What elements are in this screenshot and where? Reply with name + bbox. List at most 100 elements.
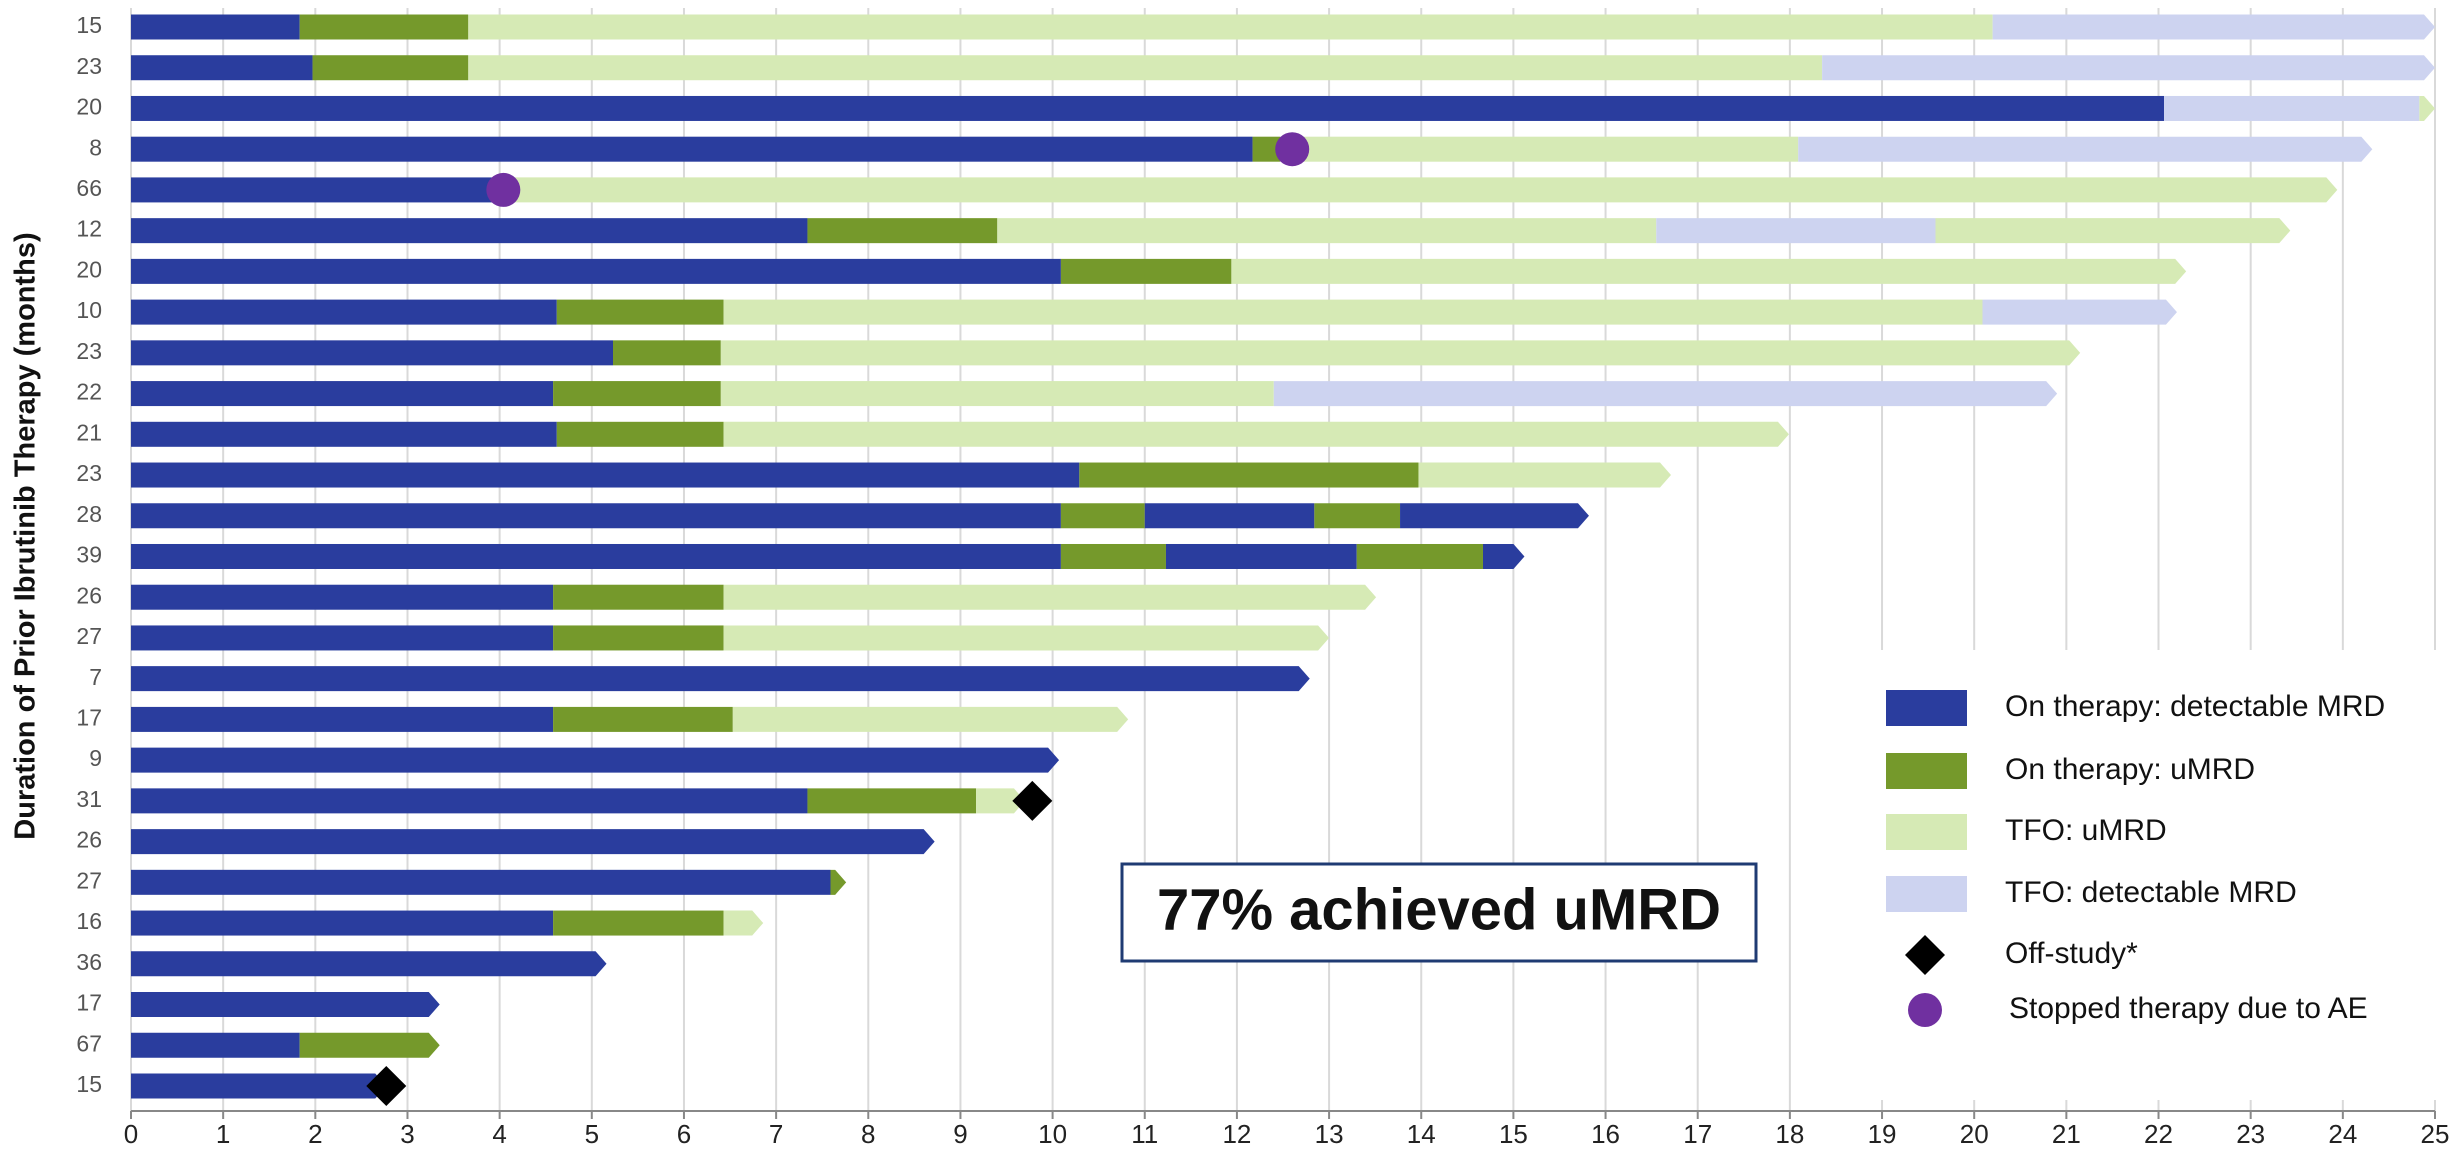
y-tick-label: 20 <box>76 94 102 120</box>
segment <box>131 421 557 447</box>
segment <box>131 788 808 814</box>
segment <box>131 136 1253 162</box>
x-tick-label: 25 <box>2421 1119 2450 1149</box>
segment <box>723 421 1789 447</box>
x-tick-label: 22 <box>2144 1119 2173 1149</box>
segment <box>131 55 313 81</box>
y-tick-label: 23 <box>76 338 102 364</box>
x-tick-label: 0 <box>124 1119 138 1149</box>
x-tick-label: 8 <box>861 1119 875 1149</box>
y-tick-label: 26 <box>76 827 102 853</box>
legend-label: TFO: uMRD <box>2005 814 2167 847</box>
x-tick-label: 1 <box>216 1119 230 1149</box>
segment <box>1982 299 2177 325</box>
segment <box>1273 381 2058 407</box>
segment <box>720 381 1274 407</box>
segment <box>131 503 1061 529</box>
off-study-marker <box>1905 935 1945 975</box>
segment <box>723 625 1330 651</box>
x-tick-label: 19 <box>1868 1119 1897 1149</box>
x-tick-label: 24 <box>2328 1119 2357 1149</box>
segment <box>1060 543 1166 569</box>
x-tick-label: 6 <box>677 1119 691 1149</box>
segment <box>131 910 554 936</box>
segment <box>553 584 724 610</box>
legend-label: Stopped therapy due to AE <box>2009 992 2368 1025</box>
segment <box>131 992 440 1018</box>
y-tick-label: 27 <box>76 867 102 893</box>
y-tick-label: 12 <box>76 216 102 242</box>
segment <box>1060 258 1232 284</box>
x-tick-label: 2 <box>308 1119 322 1149</box>
y-tick-label: 27 <box>76 623 102 649</box>
segment <box>131 177 502 203</box>
bars: 15 23 20 8 66 12 20 10 23 22 21 23 28 39 26 27 7 17 9 31 26 2… <box>76 12 2435 1106</box>
y-tick-label: 17 <box>76 990 102 1016</box>
segment <box>131 299 557 325</box>
segment <box>723 299 1983 325</box>
y-tick-label: 9 <box>89 745 102 771</box>
segment <box>131 218 808 244</box>
y-tick-label: 15 <box>76 12 102 38</box>
legend-swatch <box>1886 753 1967 789</box>
x-tick-label: 16 <box>1591 1119 1620 1149</box>
y-tick-label: 67 <box>76 1030 102 1056</box>
y-tick-label: 28 <box>76 501 102 527</box>
segment <box>131 951 607 977</box>
y-tick-label: 31 <box>76 786 102 812</box>
y-tick-label: 7 <box>89 664 102 690</box>
segment <box>312 55 469 81</box>
x-tick-label: 11 <box>1131 1119 1158 1149</box>
segment <box>553 381 721 407</box>
off-study-marker <box>1012 780 1053 821</box>
legend-label: TFO: detectable MRD <box>2005 876 2297 909</box>
segment <box>723 584 1377 610</box>
segment <box>2164 95 2420 121</box>
ae-marker <box>486 172 521 207</box>
x-tick-label: 23 <box>2236 1119 2265 1149</box>
y-tick-label: 23 <box>76 53 102 79</box>
segment <box>131 869 831 895</box>
segment <box>131 747 1060 773</box>
y-tick-label: 15 <box>76 1071 102 1097</box>
segment <box>1935 218 2291 244</box>
segment <box>131 584 554 610</box>
legend-swatch <box>1886 814 1967 850</box>
segment <box>1060 503 1145 529</box>
segment <box>807 788 977 814</box>
segment <box>997 218 1657 244</box>
y-tick-label: 21 <box>76 419 102 445</box>
segment <box>553 706 733 732</box>
segment <box>299 14 469 40</box>
segment <box>131 1073 387 1099</box>
x-tick-label: 21 <box>2052 1119 2081 1149</box>
segment <box>131 462 1080 488</box>
segment <box>131 1032 300 1058</box>
x-tick-label: 10 <box>1038 1119 1067 1149</box>
segment <box>1822 55 2435 81</box>
segment <box>1798 136 2373 162</box>
segment <box>830 869 847 895</box>
legend-label: Off-study* <box>2005 937 2138 970</box>
y-tick-label: 16 <box>76 908 102 934</box>
segment <box>1656 218 1936 244</box>
x-tick-label: 15 <box>1499 1119 1528 1149</box>
segment <box>131 258 1061 284</box>
y-tick-label: 26 <box>76 582 102 608</box>
segment <box>131 829 935 855</box>
segment <box>1400 503 1589 529</box>
segment <box>131 706 554 732</box>
segment <box>1992 14 2435 40</box>
segment <box>131 14 300 40</box>
segment <box>723 910 764 936</box>
x-tick-label: 14 <box>1407 1119 1436 1149</box>
segment <box>720 340 2081 366</box>
x-tick-label: 7 <box>769 1119 783 1149</box>
x-tick-label: 13 <box>1315 1119 1344 1149</box>
x-tick-label: 17 <box>1683 1119 1712 1149</box>
segment <box>1482 543 1525 569</box>
segment <box>556 299 724 325</box>
segment <box>1356 543 1483 569</box>
segment <box>299 1032 440 1058</box>
